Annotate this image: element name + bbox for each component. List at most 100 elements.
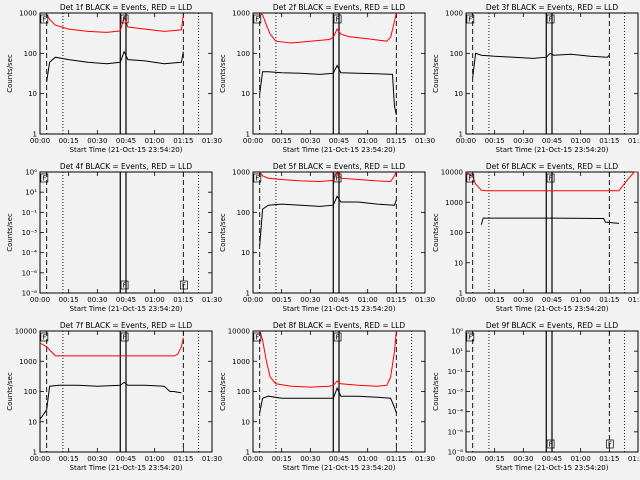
x-tick-label: 00:45: [542, 455, 562, 463]
series-line-events: [472, 52, 610, 78]
annotation-box: [120, 332, 129, 342]
x-tick-label: 00:30: [300, 296, 320, 304]
series-line-events: [480, 217, 619, 225]
panel-title: Det 4f BLACK = Events, RED = LLD: [60, 162, 193, 171]
y-tick-label: 10: [241, 418, 250, 426]
y-axis-label: Counts/sec: [219, 213, 227, 252]
x-tick-label: 01:30: [202, 296, 222, 304]
y-tick-label: 10000: [15, 328, 37, 336]
x-axis-label: Start Time (21-Oct-15 23:54:20): [496, 146, 609, 154]
x-tick-label: 00:00: [456, 455, 476, 463]
annotation-box: [546, 439, 555, 449]
y-axis-label: Counts/sec: [6, 54, 14, 93]
panel-title: Det 6f BLACK = Events, RED = LLD: [486, 162, 619, 171]
annotation-label: F: [123, 334, 127, 342]
x-tick-label: 01:15: [173, 296, 193, 304]
annotation-box: [120, 280, 129, 290]
series-line-lld: [39, 337, 184, 357]
x-tick-label: 00:30: [513, 296, 533, 304]
panel-title: Det 1f BLACK = Events, RED = LLD: [60, 3, 193, 12]
y-tick-label: 1: [33, 449, 37, 457]
x-tick-label: 00:30: [87, 455, 107, 463]
x-axis-label: Start Time (21-Oct-15 23:54:20): [496, 305, 609, 313]
series-line-lld: [46, 14, 184, 33]
annotation-box: [40, 173, 49, 183]
x-tick-label: 00:15: [272, 455, 292, 463]
y-tick-label: 1: [246, 290, 250, 298]
y-tick-label: 10: [241, 90, 250, 98]
y-tick-label: 10: [454, 259, 463, 267]
series-line-events: [46, 50, 184, 82]
y-tick-label: 1: [33, 131, 37, 139]
y-tick-label: 1000: [232, 169, 250, 177]
x-tick-label: 00:30: [300, 455, 320, 463]
panel-det-4: Det 4f BLACK = Events, RED = LLD 10⁻⁸ 10⁻⁶…: [6, 162, 222, 313]
x-axis-label: Start Time (21-Oct-15 23:54:20): [70, 146, 183, 154]
y-tick-label: 10000: [441, 169, 463, 177]
y-tick-label: 100: [24, 50, 37, 58]
x-tick-label: 01:00: [571, 455, 591, 463]
series-line-events: [259, 195, 397, 246]
x-tick-label: 01:15: [173, 455, 193, 463]
annotation-label: F: [182, 282, 186, 290]
annotation-box: [466, 173, 475, 183]
y-tick-label: 10⁰: [25, 169, 37, 177]
annotation-box: [333, 14, 342, 24]
annotation-box: [179, 280, 188, 290]
panel-det-2: Det 2f BLACK = Events, RED = LLD 1 10 100 10…: [219, 3, 435, 154]
y-axis-label: Counts/sec: [432, 54, 440, 93]
annotation-label: F: [336, 175, 340, 183]
y-axis-label: Counts/sec: [432, 213, 440, 252]
series-line-lld: [259, 12, 397, 44]
annotation-label: F: [608, 441, 612, 449]
x-tick-label: 00:15: [59, 455, 79, 463]
x-tick-label: 00:30: [513, 455, 533, 463]
x-tick-label: 00:30: [513, 137, 533, 145]
y-tick-label: 100: [450, 229, 463, 237]
y-tick-label: 10⁰: [451, 328, 463, 336]
y-tick-label: 1000: [232, 358, 250, 366]
x-tick-label: 01:30: [415, 137, 435, 145]
y-axis-label: Counts/sec: [219, 372, 227, 411]
x-tick-label: 01:30: [628, 137, 640, 145]
x-tick-label: 01:30: [628, 296, 640, 304]
x-tick-label: 00:45: [329, 296, 349, 304]
x-tick-label: 01:00: [571, 137, 591, 145]
x-tick-label: 01:00: [358, 296, 378, 304]
annotation-label: F: [42, 175, 46, 183]
annotation-label: F: [468, 334, 472, 342]
x-tick-label: 00:00: [30, 296, 50, 304]
annotation-label: F: [549, 441, 553, 449]
y-tick-label: 1000: [445, 199, 463, 207]
x-tick-label: 00:45: [116, 137, 136, 145]
y-tick-label: 10: [28, 418, 37, 426]
y-tick-label: 1000: [19, 358, 37, 366]
annotation-box: [466, 332, 475, 342]
x-tick-label: 01:30: [202, 455, 222, 463]
panel-title: Det 8f BLACK = Events, RED = LLD: [273, 321, 406, 330]
y-tick-label: 100: [237, 50, 250, 58]
panel-det-8: Det 8f BLACK = Events, RED = LLD 1 10 100 10…: [219, 321, 435, 472]
x-tick-label: 00:30: [300, 137, 320, 145]
x-axis-label: Start Time (21-Oct-15 23:54:20): [283, 146, 396, 154]
y-tick-label: 100: [24, 388, 37, 396]
y-axis-label: Counts/sec: [219, 54, 227, 93]
annotation-box: [40, 332, 49, 342]
annotation-label: F: [336, 334, 340, 342]
x-tick-label: 00:45: [116, 455, 136, 463]
x-tick-label: 01:15: [599, 296, 619, 304]
annotation-label: F: [549, 16, 553, 24]
x-tick-label: 00:30: [87, 137, 107, 145]
annotation-label: F: [336, 16, 340, 24]
y-tick-label: 10⁻⁸: [448, 449, 464, 457]
x-tick-label: 00:15: [59, 296, 79, 304]
y-tick-label: 10⁻⁴: [448, 408, 464, 416]
x-axis-label: Start Time (21-Oct-15 23:54:20): [70, 305, 183, 313]
x-tick-label: 01:30: [628, 455, 640, 463]
x-tick-label: 01:15: [386, 455, 406, 463]
annotation-box: [333, 173, 342, 183]
y-tick-label: 10⁻³: [448, 388, 464, 396]
x-tick-label: 00:00: [243, 296, 263, 304]
y-tick-label: 1000: [232, 10, 250, 18]
annotation-box: [333, 332, 342, 342]
